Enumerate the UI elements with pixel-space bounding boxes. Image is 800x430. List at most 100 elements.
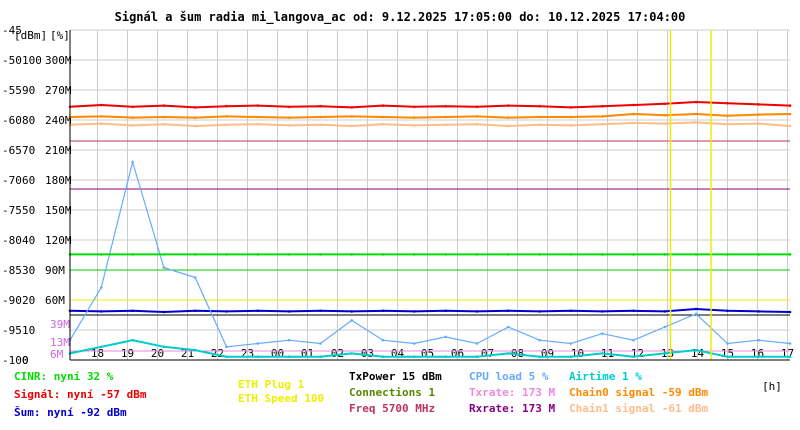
chain1-signal-point [757, 122, 760, 125]
chain1-signal-point [193, 124, 197, 128]
cinr-point [757, 253, 760, 256]
chain1-signal-point [100, 122, 103, 125]
chain0-signal-point [694, 112, 698, 116]
cpu-load-point [193, 276, 197, 279]
-um-point [475, 310, 479, 313]
-um-point [757, 310, 760, 313]
sign-l-point [538, 104, 541, 108]
y-tick-rate: 270M [45, 84, 72, 97]
y-tick-dbm: -55 [2, 84, 22, 97]
legend-txrate: Txrate: 173 M [469, 386, 556, 399]
sign-l-point [788, 104, 792, 107]
sign-l-point [225, 104, 228, 108]
chain1-signal-point [600, 122, 604, 126]
cpu-load-point [632, 338, 635, 342]
cpu-load-point [600, 332, 604, 335]
airtime-point [287, 355, 291, 359]
y-tick-dbm: -75 [2, 204, 22, 217]
cpu-load-point [569, 342, 573, 345]
cinr-point [381, 253, 385, 256]
legend-txpower: TxPower 15 dBm [349, 370, 442, 383]
cpu-load-point [100, 286, 103, 289]
y-tick-dbm: -70 [2, 174, 22, 187]
cinr-point [350, 253, 354, 256]
-um-point [569, 309, 573, 313]
airtime-point [225, 355, 228, 359]
x-tick: 02 [331, 347, 344, 360]
y-tick-pct: 80 [22, 114, 35, 127]
cpu-load-point [413, 342, 416, 345]
legend-cpu: CPU load 5 % [469, 370, 549, 383]
chain1-signal-point [632, 121, 635, 125]
y-axis-unit-pct: [%] [50, 29, 70, 42]
chain1-signal-point [475, 122, 479, 126]
legend-freq: Freq 5700 MHz [349, 402, 436, 415]
cpu-load-point [381, 338, 385, 342]
cinr-point [225, 253, 228, 256]
y-tick-pct: 10 [22, 324, 35, 337]
legend-connections: Connections 1 [349, 386, 436, 399]
x-tick: 14 [691, 347, 705, 360]
chain1-signal-point [131, 124, 134, 127]
y-tick-pct: 20 [22, 294, 35, 307]
-um-point [632, 309, 635, 313]
cinr-point [663, 253, 667, 256]
-um-point [131, 309, 134, 313]
cinr-point [569, 253, 573, 256]
cinr-point [162, 253, 166, 256]
sign-l-point [663, 102, 667, 106]
y-tick-pink: 6M [50, 348, 64, 361]
sign-l-point [726, 101, 729, 105]
-um-point [663, 310, 667, 313]
cinr-point [600, 253, 604, 256]
y-tick-pct: 100 [22, 54, 42, 67]
-um-point [350, 310, 354, 313]
cpu-load-point [538, 338, 541, 342]
airtime-point [475, 355, 479, 359]
y-tick-rate: 60M [45, 294, 65, 307]
-um-point [538, 310, 541, 313]
-um-point [100, 310, 103, 313]
cpu-load-point [726, 342, 729, 345]
x-tick: 01 [301, 347, 314, 360]
x-tick: 05 [421, 347, 434, 360]
y-tick-pct: 0 [22, 354, 29, 367]
x-tick: 07 [481, 347, 494, 360]
chain0-signal-point [319, 115, 322, 119]
y-tick-dbm: -45 [2, 24, 22, 37]
airtime-point [788, 355, 792, 359]
cpu-load-point [694, 312, 698, 316]
cinr-point [193, 253, 197, 256]
chain0-signal-point [162, 115, 166, 119]
cinr-point [319, 253, 322, 256]
cpu-load-point [350, 319, 354, 322]
airtime-point [381, 355, 385, 359]
y-tick-rate: 120M [45, 234, 72, 247]
-um-point [694, 307, 698, 311]
-um-point [162, 310, 166, 314]
cinr-point [413, 253, 416, 256]
cinr-point [256, 253, 260, 256]
x-tick: 09 [541, 347, 554, 360]
x-tick: 03 [361, 347, 374, 360]
chain0-signal-point [225, 115, 228, 118]
chain0-signal-point [726, 114, 729, 118]
legend-eth-speed: ETH Speed 100 [238, 392, 325, 405]
y-tick-dbm: -60 [2, 114, 22, 127]
legend-airtime: Airtime 1 % [569, 370, 642, 383]
legend-noise: Šum: nyní -92 dBm [14, 406, 127, 419]
y-axis-unit-dbm: [dBm] [14, 29, 47, 42]
cpu-load-point [788, 342, 792, 345]
y-tick-rate: 150M [45, 204, 72, 217]
x-tick: 20 [151, 347, 164, 360]
y-tick-rate: 90M [45, 264, 65, 277]
y-tick-dbm: -95 [2, 324, 22, 337]
cpu-load-point [507, 325, 510, 329]
x-tick: 00 [271, 347, 284, 360]
x-tick: 06 [451, 347, 464, 360]
y-tick-dbm: -90 [2, 294, 22, 307]
chain0-signal-point [663, 113, 667, 117]
cpu-load-point [663, 325, 667, 329]
chain1-signal-point [225, 123, 228, 127]
